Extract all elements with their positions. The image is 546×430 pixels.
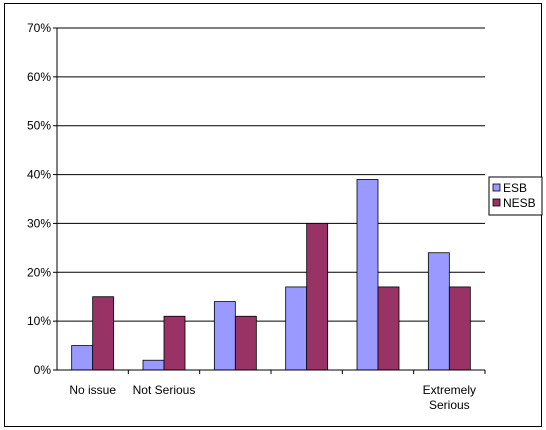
bars bbox=[71, 179, 471, 371]
y-tick-label: 30% bbox=[27, 216, 51, 230]
y-tick-label: 60% bbox=[27, 70, 51, 84]
bar-nesb-3 bbox=[306, 223, 329, 371]
y-tick-label: 50% bbox=[27, 119, 51, 133]
y-tick-label: 40% bbox=[27, 168, 51, 182]
bar-esb-2 bbox=[213, 301, 236, 371]
axes bbox=[53, 27, 486, 374]
legend-label-nesb: NESB bbox=[503, 196, 536, 210]
legend-swatch-esb bbox=[492, 183, 501, 192]
bar-nesb-2 bbox=[234, 315, 257, 371]
bar-nesb-5 bbox=[448, 286, 471, 371]
y-tick-label: 10% bbox=[27, 314, 51, 328]
x-tick-label: Not Serious bbox=[133, 383, 196, 397]
x-tick-label: Serious bbox=[429, 398, 470, 412]
y-tick-labels: 0% 10% 20% 30% 40% 50% 60% 70% bbox=[27, 21, 51, 377]
bar-nesb-0 bbox=[92, 296, 115, 371]
y-tick-label: 70% bbox=[27, 21, 51, 35]
legend-box bbox=[488, 176, 543, 216]
bar-esb-1 bbox=[142, 359, 165, 371]
bar-esb-0 bbox=[71, 345, 94, 371]
bar-esb-5 bbox=[427, 252, 450, 371]
gridlines bbox=[57, 27, 485, 322]
bar-nesb-1 bbox=[163, 315, 186, 371]
bar-esb-4 bbox=[356, 179, 379, 371]
y-tick-label: 0% bbox=[34, 363, 52, 377]
bar-esb-3 bbox=[285, 286, 308, 371]
legend-swatch-nesb bbox=[492, 198, 501, 207]
x-tick-label: Extremely bbox=[423, 383, 476, 397]
legend-label-esb: ESB bbox=[503, 181, 527, 195]
bar-nesb-4 bbox=[377, 286, 400, 371]
y-tick-label: 20% bbox=[27, 265, 51, 279]
x-tick-label: No issue bbox=[69, 383, 116, 397]
